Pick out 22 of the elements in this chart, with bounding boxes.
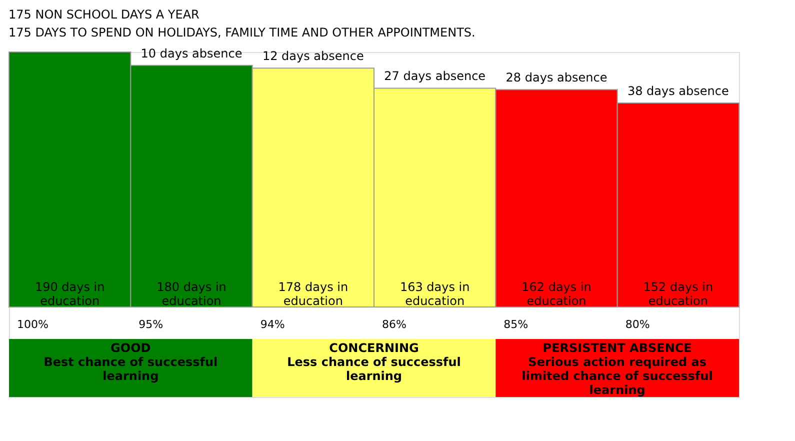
annotation: 10 days absence <box>140 46 242 60</box>
text: PERSISTENT ABSENCE Serious action required as limited chance of successful learning <box>522 341 713 397</box>
annotation: 38 days absence <box>627 84 729 98</box>
text: 100% <box>17 318 48 331</box>
annotation: 28 days absence <box>506 70 608 85</box>
text: GOOD Best chance of successful learning <box>44 341 218 383</box>
annotation: 27 days absence <box>384 69 486 84</box>
text: 85% <box>504 318 528 331</box>
data-label: 152 days in education <box>643 280 714 308</box>
text: CONCERNING Less chance of successful learning <box>287 341 461 383</box>
text: 86% <box>382 318 406 331</box>
chart-title: 175 NON SCHOOL DAYS A YEAR <box>8 7 200 22</box>
data-label: 163 days in education <box>400 280 470 308</box>
text: 95% <box>138 318 164 331</box>
data-label: 180 days in education <box>156 280 226 308</box>
data-label: 178 days in education <box>278 280 348 308</box>
data-label: 162 days in education <box>522 280 592 308</box>
annotation: 12 days absence <box>262 49 364 64</box>
text: 94% <box>260 318 285 331</box>
chart-subtitle: 175 DAYS TO SPEND ON HOLIDAYS, FAMILY TIME AND OTHER APPOINTMENTS. <box>8 25 476 40</box>
text: 80% <box>625 318 650 331</box>
data-label: 190 days in education <box>34 280 105 308</box>
